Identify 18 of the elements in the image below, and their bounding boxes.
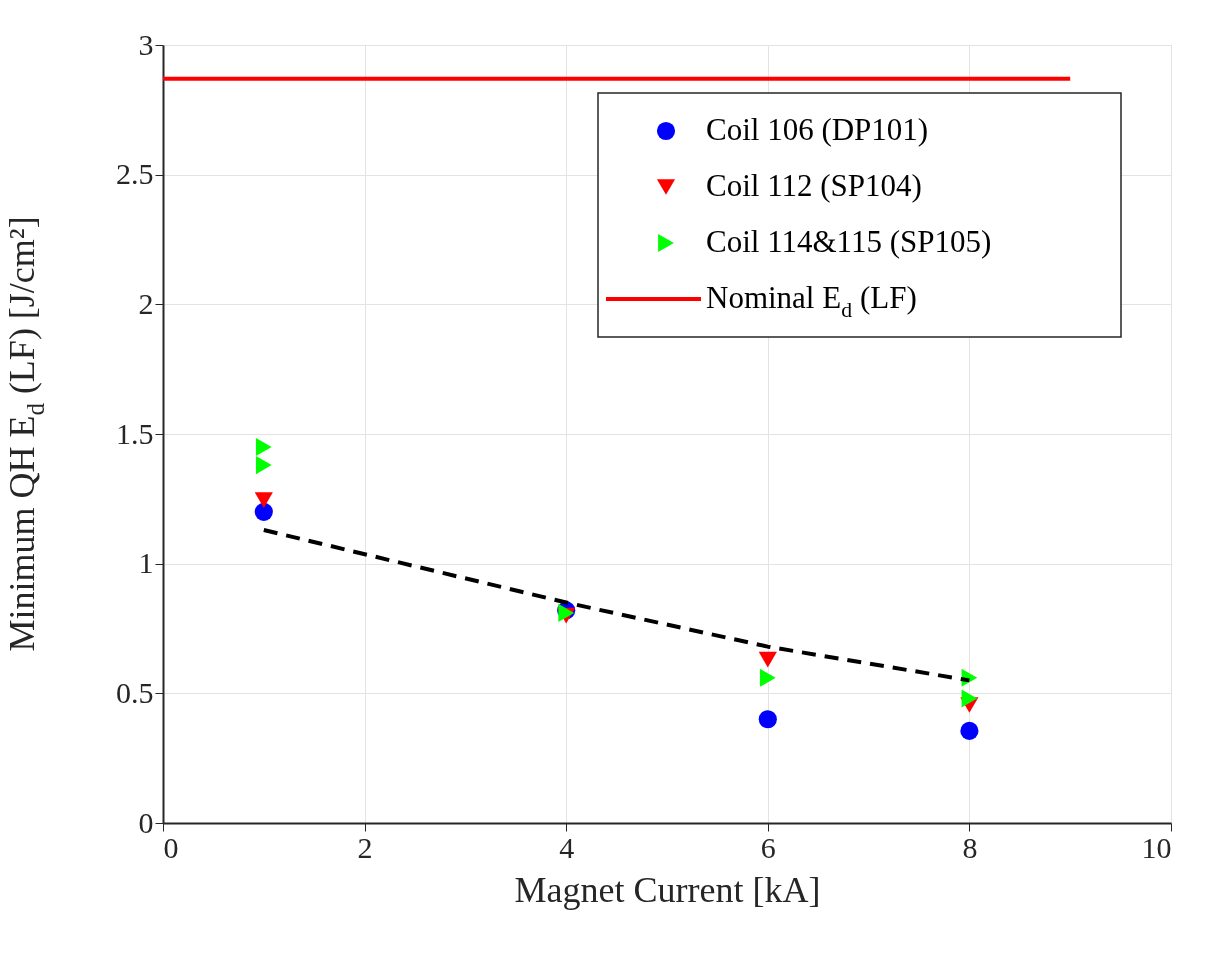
x-tick-label: 10 [1141, 830, 1172, 864]
x-tick-label: 2 [357, 830, 373, 864]
x-tick-label: 4 [559, 830, 575, 864]
x-tick-label: 6 [760, 830, 776, 864]
y-tick-label: 3 [138, 27, 154, 61]
legend-label: Coil 112 (SP104) [706, 168, 922, 203]
y-axis-title: Minimum QH Ed (LF) [J/cm²] [2, 216, 49, 652]
y-tick-label: 0 [138, 805, 154, 839]
y-tick-label: 2.5 [116, 157, 154, 191]
y-tick-label: 2 [138, 286, 154, 320]
x-axis-title: Magnet Current [kA] [514, 869, 821, 910]
legend-label: Coil 114&115 (SP105) [706, 224, 992, 259]
legend-label: Coil 106 (DP101) [706, 112, 929, 147]
y-tick-label: 0.5 [116, 675, 154, 709]
x-tick-label: 0 [163, 830, 179, 864]
y-tick-label: 1.5 [116, 416, 154, 450]
y-tick-label: 1 [138, 546, 154, 580]
x-tick-label: 8 [962, 830, 978, 864]
